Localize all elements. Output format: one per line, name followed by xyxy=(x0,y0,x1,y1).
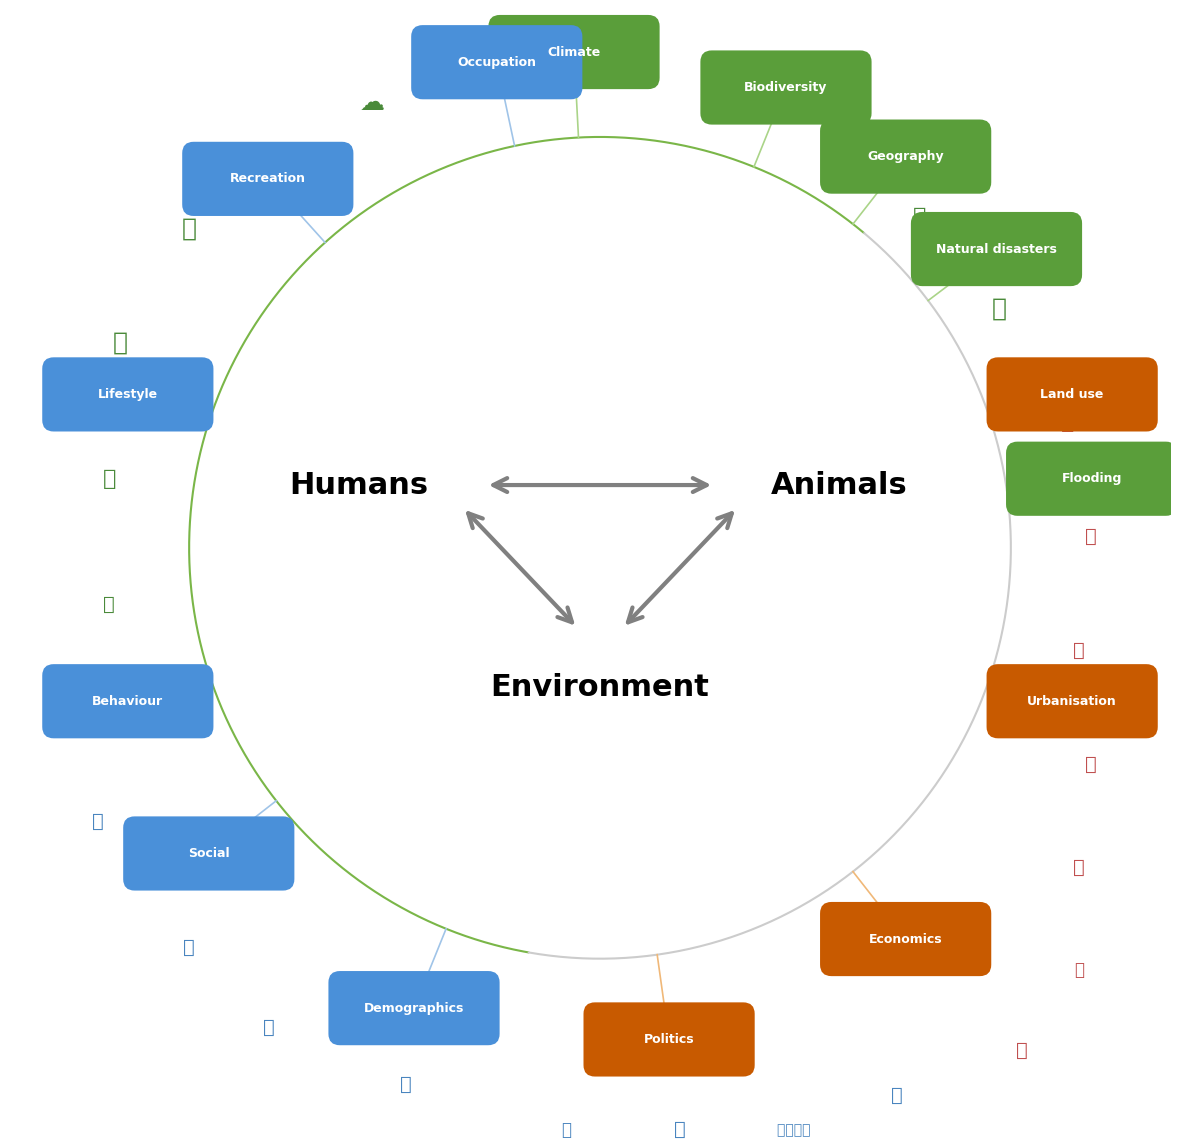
Text: Urbanisation: Urbanisation xyxy=(1027,694,1117,708)
Text: Demographics: Demographics xyxy=(364,1002,464,1014)
Text: 🏛: 🏛 xyxy=(1016,1040,1028,1060)
Text: 🚶: 🚶 xyxy=(674,1120,685,1140)
Text: ☁: ☁ xyxy=(359,90,384,114)
Text: Land use: Land use xyxy=(1040,388,1104,401)
FancyBboxPatch shape xyxy=(986,357,1158,432)
Text: Flooding: Flooding xyxy=(1062,473,1122,485)
Text: Climate: Climate xyxy=(547,46,601,58)
FancyBboxPatch shape xyxy=(820,120,991,194)
Text: 🌊: 🌊 xyxy=(181,216,197,240)
FancyBboxPatch shape xyxy=(1006,442,1177,516)
Text: Biodiversity: Biodiversity xyxy=(744,81,828,94)
FancyBboxPatch shape xyxy=(820,902,991,976)
Text: 📉: 📉 xyxy=(1074,962,1085,979)
FancyBboxPatch shape xyxy=(329,971,499,1045)
Text: 💰: 💰 xyxy=(1074,858,1085,877)
Text: 🌽: 🌽 xyxy=(1085,526,1097,546)
FancyBboxPatch shape xyxy=(583,1003,755,1077)
Text: Humans: Humans xyxy=(289,471,428,499)
Text: 🌾: 🌾 xyxy=(1061,412,1075,433)
Text: Animals: Animals xyxy=(772,471,908,499)
Text: ⛰: ⛰ xyxy=(856,115,869,136)
FancyBboxPatch shape xyxy=(182,142,353,216)
FancyBboxPatch shape xyxy=(412,25,582,99)
Text: 🏡: 🏡 xyxy=(263,1018,275,1037)
FancyBboxPatch shape xyxy=(488,15,660,89)
Text: 👨‍🌾: 👨‍🌾 xyxy=(86,698,109,717)
FancyBboxPatch shape xyxy=(42,665,214,739)
Text: Geography: Geography xyxy=(868,150,944,163)
Text: 🦇: 🦇 xyxy=(102,469,116,489)
FancyBboxPatch shape xyxy=(911,212,1082,287)
Text: Natural disasters: Natural disasters xyxy=(936,242,1057,256)
Text: 🌱: 🌱 xyxy=(913,207,926,227)
Text: Lifestyle: Lifestyle xyxy=(97,388,158,401)
Text: 🏠: 🏠 xyxy=(184,938,196,957)
FancyBboxPatch shape xyxy=(986,665,1158,739)
FancyBboxPatch shape xyxy=(701,50,871,124)
Text: 👩: 👩 xyxy=(890,1086,902,1105)
Text: Social: Social xyxy=(188,847,229,860)
Text: Recreation: Recreation xyxy=(230,172,306,185)
Text: 🐀: 🐀 xyxy=(103,595,115,614)
Text: 👶: 👶 xyxy=(560,1121,571,1139)
FancyBboxPatch shape xyxy=(124,817,294,891)
Text: 🏭: 🏭 xyxy=(1074,641,1085,660)
Text: 🌴: 🌴 xyxy=(754,58,767,79)
Text: 🏃: 🏃 xyxy=(400,1075,412,1094)
Text: 🌅: 🌅 xyxy=(616,24,630,45)
Text: Environment: Environment xyxy=(491,674,709,702)
Text: 👨‍👩‍👧‍👦: 👨‍👩‍👧‍👦 xyxy=(778,1123,811,1137)
Text: ⛈: ⛈ xyxy=(479,45,493,69)
Text: Behaviour: Behaviour xyxy=(92,694,163,708)
Text: 🌲: 🌲 xyxy=(992,296,1007,320)
Text: 🏗: 🏗 xyxy=(1085,755,1097,774)
Text: Politics: Politics xyxy=(643,1034,695,1046)
Text: Economics: Economics xyxy=(869,933,942,946)
Text: 🧘: 🧘 xyxy=(92,812,103,831)
FancyBboxPatch shape xyxy=(42,357,214,432)
Text: 🌪: 🌪 xyxy=(113,330,128,354)
Text: Occupation: Occupation xyxy=(457,56,536,69)
